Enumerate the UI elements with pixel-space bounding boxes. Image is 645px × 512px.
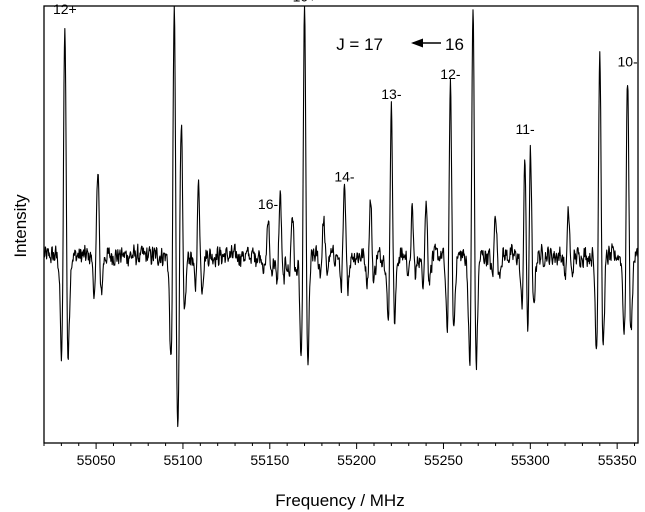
plot-frame — [43, 5, 639, 444]
plot-border — [43, 5, 639, 444]
peak-label: 10- — [617, 53, 638, 69]
peak-label: 12- — [440, 66, 461, 82]
peak-label: 11- — [516, 121, 536, 137]
x-tick-label: 55300 — [511, 452, 550, 468]
peak-label: 14- — [334, 168, 355, 184]
peak-label: 10+ — [293, 0, 317, 4]
spectrum-line — [43, 5, 639, 428]
peak-label: 16- — [258, 196, 279, 212]
peak-label: 13- — [381, 86, 402, 102]
title-arrow-head — [411, 38, 423, 48]
x-tick-label: 55050 — [77, 452, 116, 468]
peak-label: 11+ — [163, 0, 186, 2]
spectrum-series — [43, 5, 639, 428]
peak-label: 12+ — [53, 1, 77, 17]
x-tick-label: 55250 — [424, 452, 463, 468]
title-lower-level: 16 — [445, 35, 464, 54]
title-upper-level: J = 17 — [336, 35, 383, 54]
x-tick-label: 55150 — [250, 452, 289, 468]
chart-title: J = 17 16 — [336, 35, 464, 54]
x-tick-label: 55100 — [163, 452, 202, 468]
peak-annotations: 12+ 11+ 10+ 9+ 16- 14- 13- 12- 11- 10- — [53, 0, 638, 212]
x-axis-title: Frequency / MHz — [275, 491, 404, 510]
x-axis: 55050 55100 55150 55200 55250 55300 55350 — [43, 443, 637, 468]
peak-label: 9+ — [465, 0, 481, 2]
x-tick-label: 55200 — [337, 452, 376, 468]
y-axis-title: Intensity — [11, 194, 30, 258]
x-tick-label: 55350 — [598, 452, 637, 468]
